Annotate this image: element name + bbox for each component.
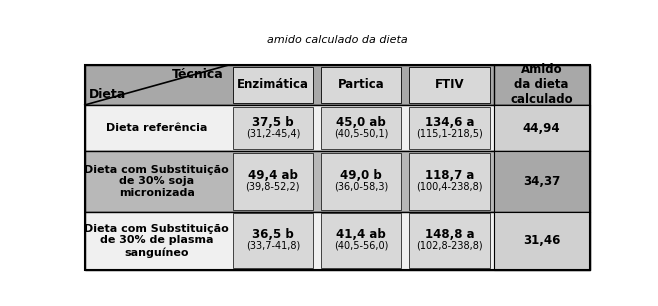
Text: 31,46: 31,46 xyxy=(523,234,561,247)
Text: 45,0 ab: 45,0 ab xyxy=(336,116,386,129)
Bar xyxy=(233,67,313,103)
Text: (39,8-52,2): (39,8-52,2) xyxy=(245,181,300,192)
Text: 49,0 b: 49,0 b xyxy=(340,169,382,182)
Text: 134,6 a: 134,6 a xyxy=(425,116,474,129)
Text: amido calculado da dieta: amido calculado da dieta xyxy=(267,35,407,45)
Text: (40,5-50,1): (40,5-50,1) xyxy=(334,128,388,138)
Text: Técnica: Técnica xyxy=(172,68,224,81)
Text: (102,8-238,8): (102,8-238,8) xyxy=(417,241,483,251)
Bar xyxy=(233,214,313,268)
Bar xyxy=(85,211,590,270)
Text: 41,4 ab: 41,4 ab xyxy=(336,228,386,241)
Text: 44,94: 44,94 xyxy=(523,121,561,135)
Text: Dieta com Substituição
de 30% de plasma
sanguíneo: Dieta com Substituição de 30% de plasma … xyxy=(84,224,229,258)
Text: 49,4 ab: 49,4 ab xyxy=(248,169,298,182)
Text: Dieta: Dieta xyxy=(89,88,126,101)
Text: (100,4-238,8): (100,4-238,8) xyxy=(417,181,483,192)
Text: (40,5-56,0): (40,5-56,0) xyxy=(334,241,388,251)
Bar xyxy=(233,107,313,149)
Text: Partica: Partica xyxy=(338,78,384,91)
Bar xyxy=(494,211,590,270)
Bar xyxy=(494,151,590,211)
Text: 118,7 a: 118,7 a xyxy=(425,169,474,182)
Text: Dieta referência: Dieta referência xyxy=(106,123,207,133)
Bar xyxy=(85,65,590,270)
Text: 34,37: 34,37 xyxy=(523,175,561,188)
Text: 148,8 a: 148,8 a xyxy=(425,228,474,241)
Bar xyxy=(409,153,490,210)
Bar xyxy=(85,105,590,151)
Text: (33,7-41,8): (33,7-41,8) xyxy=(245,241,300,251)
Bar xyxy=(321,214,401,268)
Bar xyxy=(85,151,590,211)
Bar xyxy=(321,107,401,149)
Bar xyxy=(409,67,490,103)
Bar xyxy=(233,153,313,210)
Text: Amido
da dieta
calculado: Amido da dieta calculado xyxy=(511,63,573,106)
Bar xyxy=(321,67,401,103)
Bar xyxy=(409,107,490,149)
Bar xyxy=(85,65,590,105)
Text: 37,5 b: 37,5 b xyxy=(252,116,293,129)
Bar xyxy=(409,214,490,268)
Text: (115,1-218,5): (115,1-218,5) xyxy=(416,128,483,138)
Text: 36,5 b: 36,5 b xyxy=(252,228,293,241)
Text: (31,2-45,4): (31,2-45,4) xyxy=(245,128,300,138)
Text: (36,0-58,3): (36,0-58,3) xyxy=(334,181,388,192)
Bar xyxy=(494,105,590,151)
Text: Enzimática: Enzimática xyxy=(237,78,309,91)
Text: FTIV: FTIV xyxy=(435,78,465,91)
Bar xyxy=(321,153,401,210)
Text: Dieta com Substituição
de 30% soja
micronizada: Dieta com Substituição de 30% soja micro… xyxy=(84,165,229,198)
